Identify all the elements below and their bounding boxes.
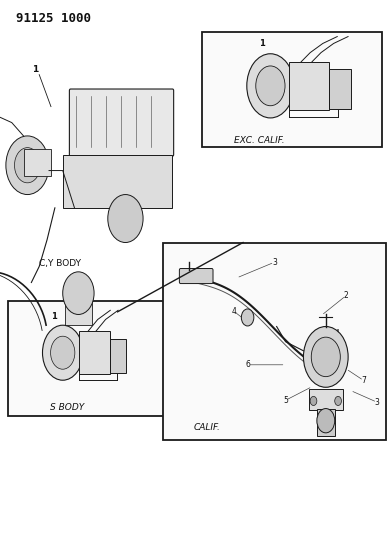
Circle shape <box>15 148 40 183</box>
Text: CALIF.: CALIF. <box>194 423 221 432</box>
Bar <box>163 243 386 440</box>
Bar <box>8 301 165 416</box>
Circle shape <box>311 337 340 377</box>
Text: 91125 1000: 91125 1000 <box>16 12 91 25</box>
Text: 2: 2 <box>343 291 348 300</box>
Text: 4: 4 <box>334 329 339 338</box>
Circle shape <box>63 272 94 314</box>
Text: 7: 7 <box>361 376 366 385</box>
Bar <box>63 155 172 208</box>
Text: 3: 3 <box>375 398 379 407</box>
Text: 4: 4 <box>232 307 237 316</box>
Circle shape <box>303 327 348 387</box>
Bar <box>24 149 51 176</box>
Circle shape <box>317 408 335 433</box>
FancyBboxPatch shape <box>69 89 174 156</box>
Bar <box>309 389 343 410</box>
Circle shape <box>42 325 83 380</box>
Circle shape <box>256 66 285 106</box>
Text: 1: 1 <box>51 312 56 320</box>
Text: C,Y BODY: C,Y BODY <box>39 260 81 268</box>
Circle shape <box>51 336 75 369</box>
Text: 2: 2 <box>123 332 128 340</box>
Text: 1: 1 <box>259 39 265 48</box>
Text: 5: 5 <box>283 396 288 405</box>
Circle shape <box>310 397 317 406</box>
Text: 3: 3 <box>272 258 277 266</box>
Bar <box>329 69 350 109</box>
Bar <box>202 32 382 147</box>
Circle shape <box>241 309 254 326</box>
Circle shape <box>247 54 294 118</box>
Text: 1: 1 <box>32 65 38 74</box>
Text: S BODY: S BODY <box>50 403 85 412</box>
Bar <box>110 339 126 373</box>
Circle shape <box>6 136 49 195</box>
Text: 6: 6 <box>245 360 250 369</box>
Text: EXC. CALIF.: EXC. CALIF. <box>234 136 285 146</box>
FancyBboxPatch shape <box>180 269 213 284</box>
Circle shape <box>108 195 143 243</box>
Bar <box>317 408 335 436</box>
Bar <box>79 331 110 375</box>
Bar <box>65 301 92 325</box>
Bar <box>289 62 329 110</box>
Circle shape <box>335 397 341 406</box>
